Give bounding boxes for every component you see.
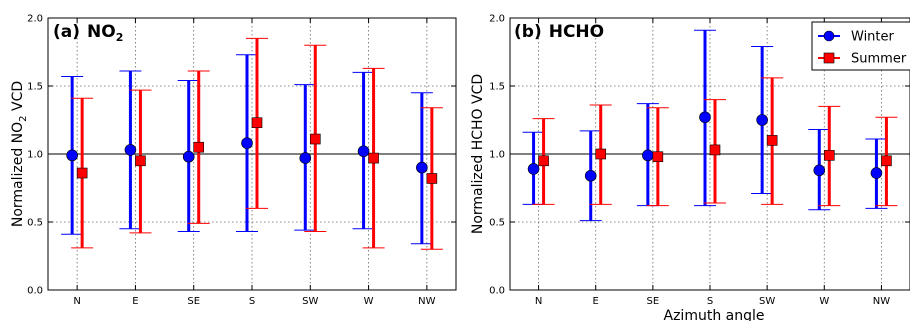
point-summer xyxy=(251,117,263,129)
point-winter xyxy=(870,167,883,179)
point-summer xyxy=(652,151,664,163)
panel-letter: (a) xyxy=(53,22,80,42)
point-winter xyxy=(756,114,768,126)
x-tick-label: W xyxy=(364,296,374,307)
y-tick-label: 1.5 xyxy=(27,82,43,93)
y-axis-label: Normalized HCHO VCD xyxy=(470,74,486,234)
x-tick-label: E xyxy=(132,296,138,307)
y-tick-label: 0.5 xyxy=(489,218,505,229)
x-tick-label: W xyxy=(819,296,829,307)
point-winter xyxy=(642,149,654,162)
point-winter xyxy=(124,144,137,156)
x-tick-label: S xyxy=(707,296,713,307)
point-winter xyxy=(182,150,195,163)
panel-species-subscript: 2 xyxy=(116,31,124,44)
legend-marker-summer xyxy=(823,52,835,64)
x-axis-label: Azimuth angle xyxy=(664,308,765,321)
x-tick-label: N xyxy=(73,296,80,307)
x-tick-label: E xyxy=(593,296,599,307)
point-winter xyxy=(241,137,253,149)
legend-label-summer: Summer xyxy=(851,52,907,67)
x-tick-label: NW xyxy=(418,296,435,307)
panel-title: (b) HCHO xyxy=(514,22,604,42)
y-tick-label: 1.0 xyxy=(489,150,505,161)
point-summer xyxy=(309,133,321,145)
point-winter xyxy=(527,163,540,175)
point-winter xyxy=(813,164,826,177)
legend-marker-winter xyxy=(823,30,835,42)
y-tick-label: 0.0 xyxy=(27,286,43,297)
panel-letter: (b) xyxy=(514,22,542,42)
panel-title: (a) NO2 xyxy=(53,22,123,44)
panel-b-hcho: N E SE S SW W NW 0.0 0.5 1.0 1.5 2.0 Normalized HCHO… xyxy=(470,14,910,307)
panel-a-no2: N E SE S SW W NW 0.0 0.5 1.0 1.5 2.0 Normalized NO2 … xyxy=(10,14,457,307)
point-summer xyxy=(76,167,88,179)
point-winter xyxy=(416,161,428,174)
y-tick-label: 0.5 xyxy=(27,218,43,229)
y-tick-label: 1.5 xyxy=(489,82,505,93)
point-winter xyxy=(66,149,78,162)
point-summer xyxy=(766,135,778,146)
x-tick-label: S xyxy=(249,296,255,307)
point-summer xyxy=(538,155,549,167)
point-winter xyxy=(299,152,312,164)
x-tick-label: SE xyxy=(187,296,200,307)
y-tick-label: 2.0 xyxy=(27,14,43,25)
point-winter xyxy=(699,111,711,124)
legend: Winter Summer xyxy=(811,21,910,71)
point-summer xyxy=(709,144,721,156)
point-summer xyxy=(881,155,892,167)
x-tick-label: SE xyxy=(647,296,660,307)
point-summer xyxy=(595,148,607,160)
x-tick-label: SW xyxy=(759,296,775,307)
legend-label-winter: Winter xyxy=(851,30,895,45)
y-axis-label-tail: VCD xyxy=(10,81,26,116)
panel-species: NO xyxy=(87,22,116,42)
x-tick-label: NW xyxy=(873,296,890,307)
point-summer xyxy=(426,173,438,184)
y-axis-label: Normalized NO2 VCD xyxy=(10,81,29,227)
point-winter xyxy=(357,145,370,158)
y-axis-label-subscript: 2 xyxy=(18,115,29,121)
point-summer xyxy=(135,155,146,167)
point-winter xyxy=(584,169,597,182)
panel-species: HCHO xyxy=(549,22,604,42)
y-tick-label: 2.0 xyxy=(489,14,505,25)
y-axis-label-main: Normalized NO xyxy=(10,122,26,227)
x-tick-label: SW xyxy=(302,296,318,307)
y-axis-label-main: Normalized HCHO VCD xyxy=(470,74,486,234)
x-tick-label: N xyxy=(535,296,542,307)
point-summer xyxy=(368,152,379,164)
point-summer xyxy=(823,150,835,161)
y-tick-label: 1.0 xyxy=(27,150,43,161)
point-summer xyxy=(193,141,205,153)
y-tick-label: 0.0 xyxy=(489,286,505,297)
